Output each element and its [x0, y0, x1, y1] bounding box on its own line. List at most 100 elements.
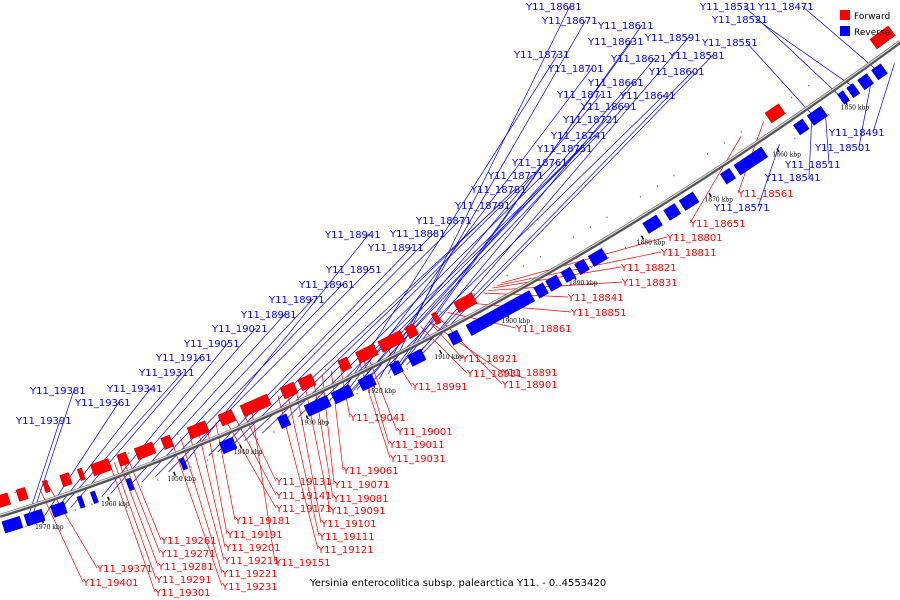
gene-label[interactable]: Y11_18531 [699, 2, 756, 13]
gene-label[interactable]: Y11_19181 [234, 516, 291, 527]
gene-label[interactable]: Y11_18651 [689, 219, 746, 230]
reverse-gene-arrow[interactable] [76, 495, 86, 509]
forward-gene-arrow[interactable] [59, 472, 73, 488]
reverse-gene-arrow[interactable] [465, 290, 536, 336]
gene-label[interactable]: Y11_19171 [275, 504, 332, 515]
reverse-gene-arrow[interactable] [587, 247, 609, 267]
gene-label[interactable]: Y11_19071 [333, 480, 390, 491]
forward-gene-arrow[interactable] [297, 373, 317, 392]
gene-label[interactable]: Y11_18811 [660, 248, 717, 259]
gene-label[interactable]: Y11_19131 [275, 477, 332, 488]
gene-label[interactable]: Y11_18611 [597, 21, 654, 32]
reverse-gene-arrow[interactable] [407, 348, 427, 367]
gene-label[interactable]: Y11_18471 [757, 2, 814, 13]
gene-label[interactable]: Y11_19371 [96, 564, 153, 575]
gene-label[interactable]: Y11_19221 [221, 569, 278, 580]
gene-label[interactable]: Y11_18951 [325, 265, 382, 276]
gene-label[interactable]: Y11_19161 [155, 353, 212, 364]
forward-gene-arrow[interactable] [337, 356, 352, 373]
gene-label[interactable]: Y11_18601 [648, 67, 705, 78]
forward-gene-arrow[interactable] [116, 451, 130, 467]
gene-label[interactable]: Y11_19361 [74, 398, 131, 409]
gene-label[interactable]: Y11_18691 [580, 102, 637, 113]
gene-label[interactable]: Y11_18681 [525, 2, 582, 13]
gene-label[interactable]: Y11_19301 [154, 588, 211, 599]
gene-label[interactable]: Y11_18641 [619, 91, 676, 102]
gene-label[interactable]: Y11_18521 [711, 15, 768, 26]
reverse-gene-arrow[interactable] [663, 203, 682, 221]
forward-gene-arrow[interactable] [15, 486, 29, 502]
gene-label[interactable]: Y11_18921 [461, 354, 518, 365]
reverse-gene-arrow[interactable] [23, 508, 46, 527]
gene-label[interactable]: Y11_18701 [547, 64, 604, 75]
gene-label[interactable]: Y11_18821 [620, 263, 677, 274]
reverse-gene-arrow[interactable] [50, 501, 68, 518]
reverse-gene-arrow[interactable] [89, 490, 99, 505]
reverse-gene-arrow[interactable] [857, 73, 874, 91]
gene-label[interactable]: Y11_19021 [211, 324, 268, 335]
forward-gene-arrow[interactable] [89, 458, 113, 477]
forward-gene-arrow[interactable] [355, 343, 379, 364]
reverse-gene-arrow[interactable] [1, 515, 24, 534]
gene-label[interactable]: Y11_19281 [157, 562, 214, 573]
gene-label[interactable]: Y11_18501 [814, 143, 871, 154]
forward-gene-arrow[interactable] [869, 25, 896, 50]
gene-label[interactable]: Y11_19191 [226, 530, 283, 541]
gene-label[interactable]: Y11_19061 [342, 466, 399, 477]
gene-label[interactable]: Y11_18931 [466, 369, 523, 380]
gene-label[interactable]: Y11_19401 [82, 578, 139, 589]
gene-label[interactable]: Y11_19091 [329, 506, 386, 517]
forward-gene-arrow[interactable] [404, 323, 420, 339]
forward-gene-arrow[interactable] [160, 434, 175, 450]
reverse-gene-arrow[interactable] [560, 266, 577, 283]
reverse-gene-arrow[interactable] [357, 373, 377, 392]
gene-label[interactable]: Y11_19341 [106, 384, 163, 395]
forward-gene-arrow[interactable] [133, 441, 157, 461]
reverse-gene-arrow[interactable] [719, 167, 737, 185]
gene-label[interactable]: Y11_18731 [513, 50, 570, 61]
gene-label[interactable]: Y11_18871 [415, 216, 472, 227]
gene-label[interactable]: Y11_19211 [223, 556, 280, 567]
reverse-gene-arrow[interactable] [733, 146, 769, 176]
gene-label[interactable]: Y11_18781 [470, 185, 527, 196]
reverse-gene-arrow[interactable] [806, 105, 828, 126]
gene-label[interactable]: Y11_18631 [587, 37, 644, 48]
gene-label[interactable]: Y11_18971 [268, 295, 325, 306]
gene-label[interactable]: Y11_18941 [324, 230, 381, 241]
forward-gene-arrow[interactable] [430, 311, 442, 326]
gene-label[interactable]: Y11_18841 [567, 293, 624, 304]
reverse-gene-arrow[interactable] [218, 436, 238, 455]
gene-label[interactable]: Y11_19101 [320, 519, 377, 530]
gene-label[interactable]: Y11_18571 [713, 203, 770, 214]
gene-label[interactable]: Y11_18711 [556, 90, 613, 101]
gene-label[interactable]: Y11_18511 [784, 160, 841, 171]
gene-label[interactable]: Y11_19041 [349, 413, 406, 424]
reverse-gene-arrow[interactable] [125, 477, 135, 492]
reverse-gene-arrow[interactable] [447, 329, 463, 346]
reverse-gene-arrow[interactable] [678, 191, 700, 211]
gene-label[interactable]: Y11_19291 [155, 575, 212, 586]
forward-gene-arrow[interactable] [377, 330, 406, 353]
gene-label[interactable]: Y11_18901 [501, 380, 558, 391]
reverse-gene-arrow[interactable] [846, 83, 861, 99]
gene-label[interactable]: Y11_19311 [138, 368, 195, 379]
gene-label[interactable]: Y11_18561 [737, 189, 794, 200]
gene-label[interactable]: Y11_18541 [764, 173, 821, 184]
gene-label[interactable]: Y11_18991 [411, 382, 468, 393]
forward-gene-arrow[interactable] [0, 492, 12, 509]
gene-label[interactable]: Y11_18591 [644, 33, 701, 44]
gene-label[interactable]: Y11_19201 [224, 543, 281, 554]
gene-label[interactable]: Y11_19111 [318, 532, 375, 543]
gene-label[interactable]: Y11_18491 [828, 128, 885, 139]
gene-label[interactable]: Y11_18661 [587, 78, 644, 89]
gene-label[interactable]: Y11_19121 [317, 545, 374, 556]
gene-label[interactable]: Y11_18551 [701, 38, 758, 49]
forward-gene-arrow[interactable] [239, 393, 272, 417]
gene-label[interactable]: Y11_19141 [275, 491, 332, 502]
forward-gene-arrow[interactable] [76, 467, 86, 482]
forward-gene-arrow[interactable] [453, 292, 478, 314]
gene-label[interactable]: Y11_18851 [570, 308, 627, 319]
forward-gene-arrow[interactable] [41, 479, 51, 494]
gene-label[interactable]: Y11_19081 [332, 494, 389, 505]
reverse-gene-arrow[interactable] [303, 394, 332, 417]
